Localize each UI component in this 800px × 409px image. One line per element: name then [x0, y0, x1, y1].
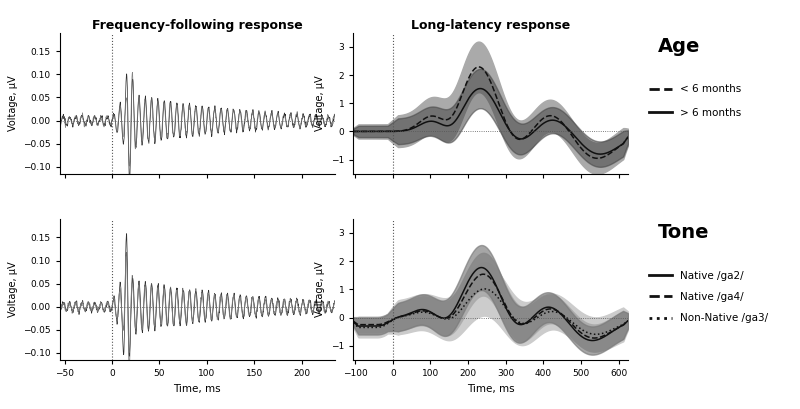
Text: Age: Age — [658, 37, 701, 56]
Legend: < 6 months, > 6 months: < 6 months, > 6 months — [645, 80, 746, 122]
Text: Tone: Tone — [658, 223, 710, 242]
X-axis label: Time, ms: Time, ms — [467, 384, 514, 393]
Y-axis label: Voltage, μV: Voltage, μV — [8, 262, 18, 317]
Y-axis label: Voltage, μV: Voltage, μV — [315, 75, 326, 131]
Title: Frequency-following response: Frequency-following response — [92, 18, 302, 31]
X-axis label: Time, ms: Time, ms — [174, 384, 221, 393]
Title: Long-latency response: Long-latency response — [411, 18, 570, 31]
Y-axis label: Voltage, μV: Voltage, μV — [8, 75, 18, 131]
Y-axis label: Voltage, μV: Voltage, μV — [315, 262, 326, 317]
Legend: Native /ga2/, Native /ga4/, Non-Native /ga3/: Native /ga2/, Native /ga4/, Non-Native /… — [645, 266, 772, 328]
